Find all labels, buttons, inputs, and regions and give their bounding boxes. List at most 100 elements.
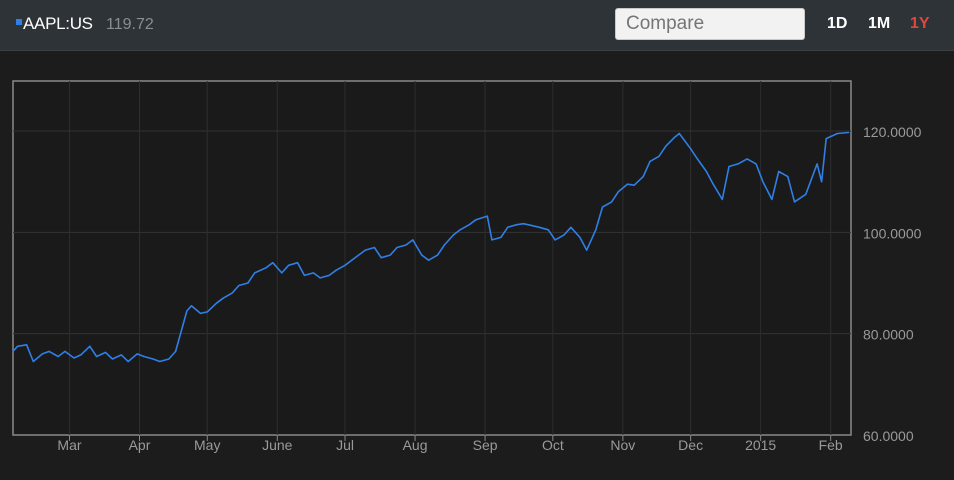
price-data-point <box>816 163 818 165</box>
price-data-point <box>821 181 823 183</box>
y-tick-label: 100.0000 <box>863 225 922 241</box>
price-data-point <box>746 158 748 160</box>
price-data-point <box>649 160 651 162</box>
price-data-point <box>247 282 249 284</box>
price-data-point <box>452 234 455 236</box>
price-data-point <box>421 254 423 256</box>
price-data-point <box>595 229 597 231</box>
price-data-point <box>405 244 407 246</box>
compare-input[interactable] <box>615 8 805 40</box>
range-1m-button[interactable]: 1M <box>868 15 891 32</box>
price-data-point <box>443 244 446 246</box>
price-data-point <box>206 311 208 313</box>
price-data-point <box>143 355 145 358</box>
price-data-point <box>175 350 177 352</box>
price-data-point <box>610 201 613 203</box>
price-data-point <box>516 224 518 226</box>
price-data-point <box>297 262 299 264</box>
price-data-point <box>357 254 360 256</box>
price-data-point <box>507 226 509 228</box>
price-data-point <box>737 163 739 165</box>
price-data-point <box>254 272 256 274</box>
price-data-point <box>696 158 699 160</box>
price-data-point <box>848 131 850 134</box>
x-tick-label: June <box>262 437 293 453</box>
price-data-point <box>152 358 154 360</box>
price-data-point <box>787 176 789 178</box>
price-data-point <box>771 198 773 200</box>
x-tick-label: Mar <box>57 437 81 453</box>
price-data-point <box>64 350 66 352</box>
price-data-point <box>563 234 565 236</box>
price-data-point <box>475 219 477 221</box>
price-data-point <box>721 198 723 200</box>
price-data-point <box>168 358 170 360</box>
y-tick-label: 60.0000 <box>863 428 914 444</box>
price-data-point <box>678 132 680 135</box>
price-data-point <box>287 264 290 266</box>
x-tick-label: Nov <box>610 437 635 453</box>
x-tick-label: Jul <box>336 437 354 453</box>
price-data-point <box>500 236 502 238</box>
price-data-point <box>215 302 217 304</box>
price-data-point <box>80 354 82 356</box>
price-data-point <box>437 254 439 256</box>
price-data-point <box>199 312 202 314</box>
price-data-point <box>674 136 676 138</box>
price-data-point <box>319 277 321 279</box>
price-data-point <box>617 191 619 193</box>
price-data-point <box>805 193 807 195</box>
y-tick-label: 120.0000 <box>863 124 922 140</box>
price-data-point <box>222 297 224 299</box>
price-data-point <box>32 360 34 363</box>
price-data-point <box>344 264 346 266</box>
price-data-point <box>12 350 14 352</box>
price-data-point <box>486 215 488 217</box>
ticker-symbol: AAPL:US <box>23 14 93 33</box>
price-data-point <box>328 274 330 276</box>
price-data-point <box>89 345 91 347</box>
x-tick-label: 2015 <box>745 437 776 453</box>
price-data-point <box>586 249 588 251</box>
price-data-point <box>491 239 493 241</box>
price-data-point <box>111 358 113 360</box>
price-data-point <box>364 249 366 251</box>
price-data-point <box>127 360 129 363</box>
price-data-point <box>312 272 315 274</box>
price-data-point <box>459 229 461 231</box>
price-data-point <box>389 254 391 256</box>
price-data-point <box>633 184 635 186</box>
price-chart: 120.0000 100.0000 80.0000 60.0000 Mar Apr May J… <box>12 80 922 453</box>
price-data-point <box>705 170 708 173</box>
price-data-point <box>265 267 267 269</box>
price-data-point <box>793 201 796 203</box>
price-data-point <box>73 357 75 359</box>
series-color-swatch <box>16 19 22 25</box>
x-tick-label: Aug <box>403 437 428 453</box>
price-data-point <box>428 259 430 261</box>
price-data-point <box>690 148 692 150</box>
price-data-point <box>105 351 107 354</box>
price-data-point <box>712 183 714 185</box>
price-data-point <box>380 257 382 259</box>
chart-area: 120.0000 100.0000 80.0000 60.0000 Mar Apr May J… <box>0 51 954 475</box>
x-tick-label: Dec <box>678 437 703 453</box>
price-data-point <box>755 163 757 165</box>
last-price: 119.72 <box>106 16 154 33</box>
price-data-point <box>825 138 827 140</box>
price-data-point <box>836 132 839 135</box>
price-data-point <box>601 206 604 208</box>
price-data-point <box>41 353 43 355</box>
price-data-point <box>231 292 233 294</box>
price-data-point <box>762 181 764 183</box>
price-data-point <box>554 239 556 241</box>
price-data-point <box>159 360 161 363</box>
range-1y-button[interactable]: 1Y <box>910 15 930 32</box>
price-data-point <box>570 226 572 228</box>
header-bar: AAPL:US 119.72 1D 1M 1Y <box>0 0 954 51</box>
price-data-point <box>522 223 525 225</box>
range-1d-button[interactable]: 1D <box>827 15 848 32</box>
price-data-point <box>547 229 549 231</box>
price-data-point <box>531 225 534 227</box>
price-data-point <box>579 236 581 238</box>
